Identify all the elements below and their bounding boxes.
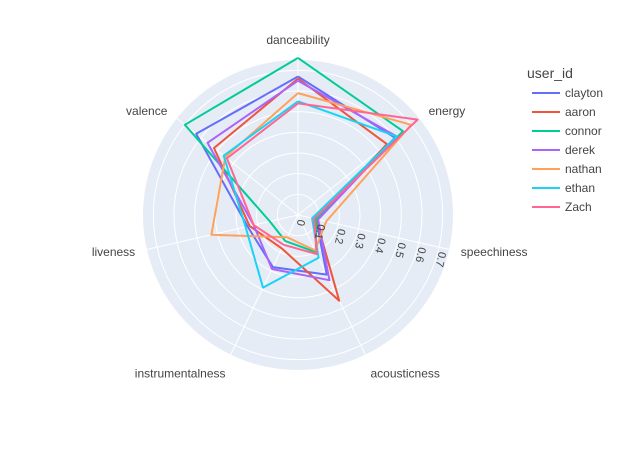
legend-item-zach[interactable]: Zach [532,200,592,214]
legend[interactable]: user_id clayton aaron connor derek nathan eth… [527,65,603,214]
legend-label: derek [565,143,596,157]
legend-label: ethan [565,181,595,195]
axis-label-danceability: danceability [266,33,329,47]
series-line-nathan [210,92,413,252]
legend-title: user_id [527,65,573,81]
grid-spoke [146,214,299,250]
legend-item-aaron[interactable]: aaron [532,105,596,119]
series-traces [183,57,419,302]
legend-label: connor [565,124,602,138]
axis-label-energy: energy [429,104,466,118]
radial-tick-label: 0.5 [392,241,407,259]
series-line-zach [225,102,419,256]
legend-item-connor[interactable]: connor [532,124,602,138]
radial-tick-label: 0 [294,218,307,227]
legend-item-nathan[interactable]: nathan [532,162,602,176]
axis-label-liveness: liveness [92,245,135,259]
axis-label-valence: valence [126,104,168,118]
axis-label-instrumentalness: instrumentalness [135,367,226,381]
radial-tick-label: 0.6 [413,246,428,264]
radial-tick-label: 0.1 [312,223,327,241]
radial-tick-label: 0.4 [372,237,387,255]
legend-label: clayton [565,86,603,100]
radial-tick-label: 0.2 [332,228,347,246]
radial-tick-label: 0.3 [352,232,367,250]
radial-tick-label: 0.7 [433,251,448,269]
legend-item-ethan[interactable]: ethan [532,181,595,195]
axis-label-acousticness: acousticness [371,367,440,381]
grid-spoke [297,214,450,250]
axis-label-speechiness: speechiness [461,245,528,259]
axis-labels: danceability energy speechiness acousticnes… [92,33,528,381]
grid-spoke [297,214,366,355]
radial-tick-labels: 0 0.1 0.2 0.3 0.4 0.5 0.6 0.7 [294,218,448,268]
polar-grid [143,60,453,370]
legend-label: nathan [565,162,602,176]
legend-item-clayton[interactable]: clayton [532,86,603,100]
legend-item-derek[interactable]: derek [532,143,596,157]
legend-label: Zach [565,200,592,214]
series-line-ethan [222,100,398,289]
legend-label: aaron [565,105,596,119]
